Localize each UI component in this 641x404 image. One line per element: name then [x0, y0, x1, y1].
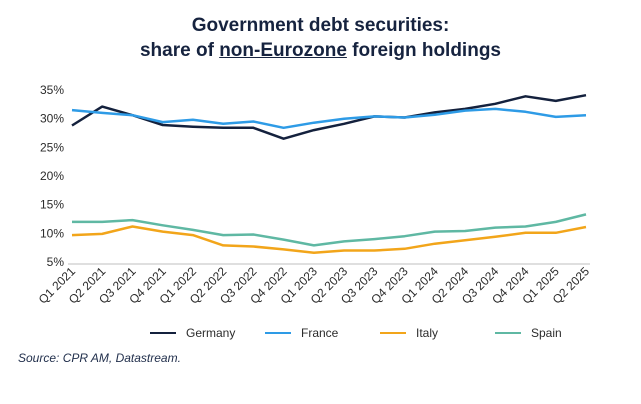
title-prefix: share of [139, 40, 220, 61]
series-line-france [71, 107, 587, 130]
legend-item-spain: Spain [495, 326, 610, 340]
y-tick-label: 25% [40, 140, 64, 154]
legend-label: Germany [186, 326, 236, 340]
legend-label: Spain [531, 326, 562, 340]
legend-swatch [495, 332, 521, 334]
source-note: Source: CPR AM, Datastream. [18, 351, 181, 365]
series-line-italy [71, 225, 587, 255]
title-underlined: non-Eurozone [219, 40, 347, 61]
y-tick-label: 15% [40, 198, 64, 212]
legend-label: Italy [416, 326, 439, 340]
y-tick-label: 20% [40, 169, 64, 183]
legend-swatch [150, 332, 176, 334]
series-line-spain [72, 213, 587, 247]
legend-swatch [265, 332, 291, 334]
title-suffix: foreign holdings [346, 40, 501, 61]
chart-title-line1: Government debt securities: [191, 15, 450, 36]
legend-label: France [301, 326, 339, 340]
y-tick-label: 5% [47, 255, 65, 269]
legend-item-italy: Italy [380, 326, 495, 340]
chart-legend: Germany France Italy Spain [150, 326, 610, 340]
chart-title-line2: share of non-Eurozone foreign holdings [0, 39, 641, 63]
y-tick-label: 30% [40, 112, 64, 126]
series-line-germany [71, 93, 587, 140]
y-tick-label: 10% [40, 226, 64, 240]
y-tick-label: 35% [40, 83, 64, 97]
legend-item-germany: Germany [150, 326, 265, 340]
legend-swatch [380, 332, 406, 334]
legend-item-france: France [265, 326, 380, 340]
